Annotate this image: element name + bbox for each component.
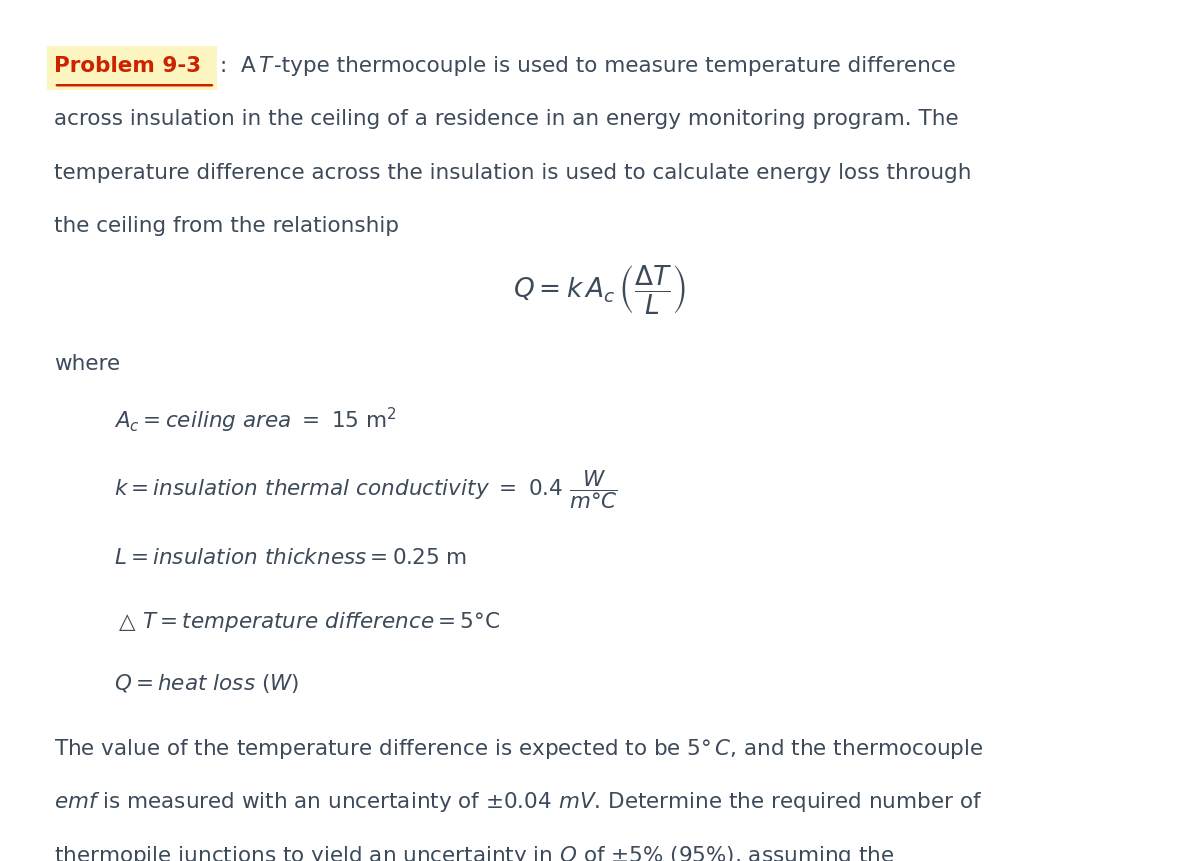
Text: $\mathit{Q} = \mathit{heat\ loss}\ (\mathit{W})$: $\mathit{Q} = \mathit{heat\ loss}\ (\mat… bbox=[114, 672, 300, 696]
Text: across insulation in the ceiling of a residence in an energy monitoring program.: across insulation in the ceiling of a re… bbox=[54, 109, 959, 129]
Text: $\mathit{Q} = \mathit{k}\,\mathit{A}_c\,\left(\dfrac{\Delta T}{L}\right)$: $\mathit{Q} = \mathit{k}\,\mathit{A}_c\,… bbox=[514, 263, 686, 316]
Text: -type thermocouple is used to measure temperature difference: -type thermocouple is used to measure te… bbox=[274, 56, 955, 76]
Text: The value of the temperature difference is expected to be $5°\,\mathit{C}$, and : The value of the temperature difference … bbox=[54, 737, 984, 761]
Text: T: T bbox=[258, 56, 271, 76]
Text: $\mathit{L} = \mathit{insulation\ thickness} = 0.25\ \mathrm{m}$: $\mathit{L} = \mathit{insulation\ thickn… bbox=[114, 547, 467, 569]
Text: $\triangle\,\mathit{T} = \mathit{temperature\ difference} = 5°\mathrm{C}$: $\triangle\,\mathit{T} = \mathit{tempera… bbox=[114, 610, 500, 634]
Text: the ceiling from the relationship: the ceiling from the relationship bbox=[54, 216, 398, 236]
Text: :  A: : A bbox=[220, 56, 263, 76]
Text: temperature difference across the insulation is used to calculate energy loss th: temperature difference across the insula… bbox=[54, 163, 972, 183]
Text: where: where bbox=[54, 354, 120, 374]
Text: $\mathit{k} = \mathit{insulation\ thermal\ conductivity}\ =\ 0.4\ \dfrac{W}{m°C}: $\mathit{k} = \mathit{insulation\ therma… bbox=[114, 468, 618, 511]
Text: Problem 9-3: Problem 9-3 bbox=[54, 56, 202, 76]
Text: thermopile junctions to yield an uncertainty in $\mathit{Q}$ of $\pm 5\%\ (95\%): thermopile junctions to yield an uncerta… bbox=[54, 844, 894, 861]
FancyBboxPatch shape bbox=[47, 46, 217, 90]
Text: $\mathit{emf}$ is measured with an uncertainty of $\pm 0.04\ \mathit{mV}$. Deter: $\mathit{emf}$ is measured with an uncer… bbox=[54, 790, 983, 815]
Text: $\mathit{A}_c = \mathit{ceiling\ area}\ =\ 15\ \mathrm{m}^2$: $\mathit{A}_c = \mathit{ceiling\ area}\ … bbox=[114, 406, 397, 435]
